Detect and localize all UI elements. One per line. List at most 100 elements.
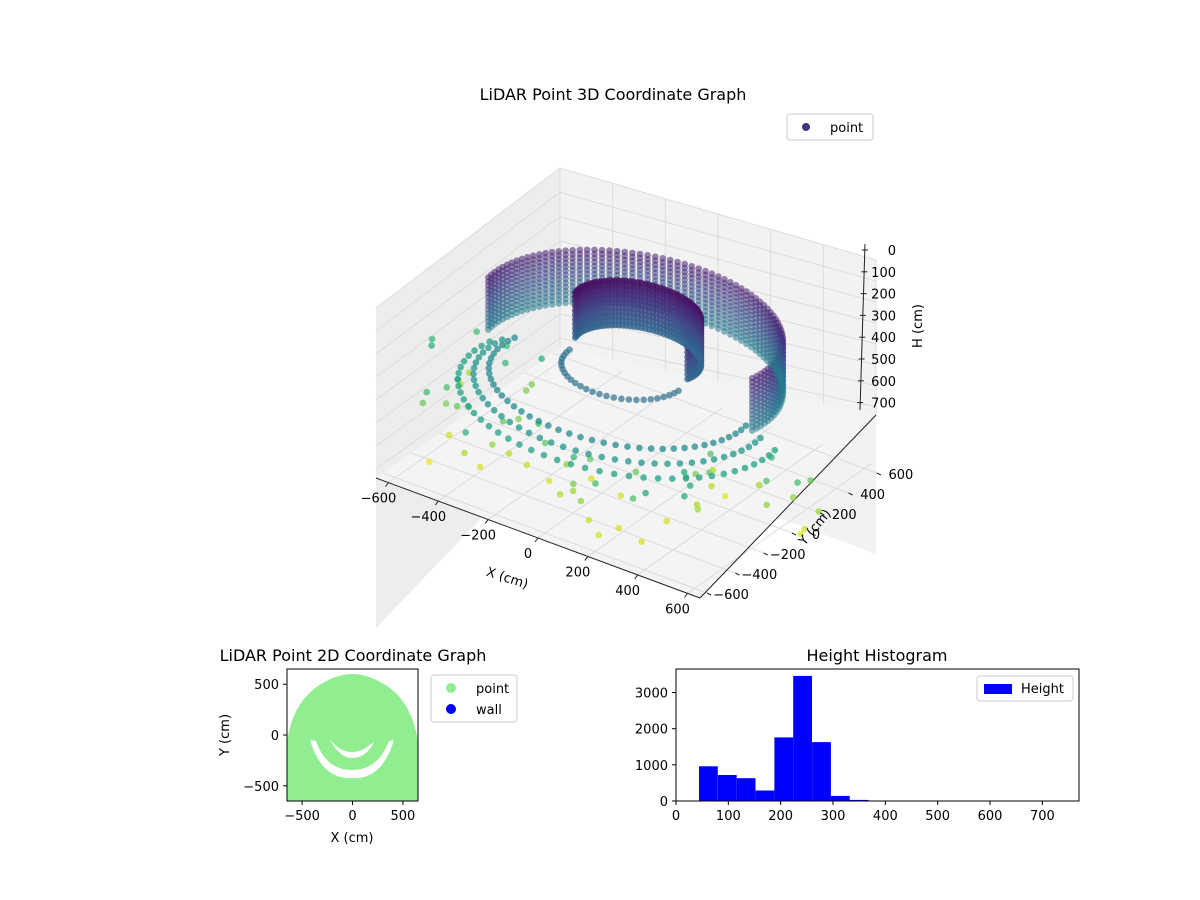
point-3d-94 <box>612 441 619 449</box>
point-3d-120 <box>479 394 487 402</box>
point-3d-689 <box>708 322 716 330</box>
point-3d-174 <box>640 474 647 481</box>
point-3d-76 <box>486 359 493 367</box>
point-3d-156 <box>455 382 462 390</box>
points-3d <box>419 246 822 545</box>
point-3d-213 <box>675 387 682 395</box>
point-3d-206 <box>633 396 640 404</box>
point-3d-79 <box>487 375 495 383</box>
point-3d-49 <box>807 477 814 484</box>
point-3d-169 <box>567 460 575 468</box>
point-3d-137 <box>664 460 671 468</box>
point-3d-144 <box>738 447 745 455</box>
point-3d-28 <box>502 359 509 367</box>
point-3d-19 <box>499 418 507 425</box>
point-3d-158 <box>460 396 468 403</box>
point-3d-93 <box>600 439 607 447</box>
point-3d-87 <box>535 417 542 425</box>
point-3d-15 <box>570 453 578 461</box>
point-3d-153 <box>457 363 465 371</box>
hist-x-tick-label-6: 600 <box>978 809 1003 824</box>
x-tick-3d-6 <box>684 593 688 598</box>
point-3d-661 <box>721 328 728 335</box>
hist-x-tick-label-3: 300 <box>821 809 846 824</box>
point-3d-106 <box>732 430 739 438</box>
point-3d-32 <box>801 525 808 533</box>
plot-frame-histogram <box>675 668 1080 802</box>
wall-gap-2d <box>310 740 394 779</box>
histogram-bar-7 <box>830 795 850 801</box>
point-3d-983 <box>555 300 563 307</box>
y-tick-label-3d-6: 600 <box>889 468 914 483</box>
point-3d-98 <box>659 445 666 453</box>
y-tick-label-2d-1: 0 <box>271 729 279 744</box>
point-3d-209 <box>654 395 661 402</box>
point-3d-166 <box>528 446 535 454</box>
histogram-bar-4 <box>774 737 794 801</box>
point-3d-101 <box>691 443 699 451</box>
legend-2d-marker-point <box>446 683 456 693</box>
point-3d-176 <box>669 475 676 483</box>
point-3d-14 <box>522 387 530 394</box>
point-3d-17 <box>476 463 484 471</box>
point-3d-121 <box>484 400 492 408</box>
grid-3d-z-line-3 <box>375 240 877 378</box>
point-3d-43 <box>515 415 522 423</box>
point-3d-1179 <box>485 326 492 333</box>
x-axis-label-2d: X (cm) <box>331 831 374 846</box>
point-3d-168 <box>553 456 561 464</box>
chart-2d: LiDAR Point 2D Coordinate Graph −500 0 500… <box>218 646 518 846</box>
grid-3d-y-line-6 <box>552 352 878 474</box>
point-3d-112 <box>479 349 487 356</box>
point-3d-3 <box>577 497 585 505</box>
point-3d-173 <box>625 472 633 480</box>
point-3d-202 <box>603 392 610 400</box>
point-3d-181 <box>731 467 739 475</box>
point-3d-131 <box>585 450 592 458</box>
chart-2d-title: LiDAR Point 2D Coordinate Graph <box>220 646 487 665</box>
point-3d-160 <box>470 409 478 417</box>
point-3d-26 <box>505 450 513 457</box>
point-3d-117 <box>470 376 478 384</box>
point-3d-1025 <box>536 303 543 310</box>
hist-x-tick-label-0: 0 <box>672 809 680 824</box>
point-3d-20 <box>489 441 496 448</box>
point-3d-147 <box>757 434 764 442</box>
point-3d-133 <box>611 456 619 463</box>
x-tick-3d-4 <box>584 556 589 561</box>
point-3d-163 <box>494 429 502 436</box>
legend-histogram-label: Height <box>1021 682 1064 697</box>
legend-3d-label: point <box>830 121 863 136</box>
point-3d-122 <box>490 407 498 414</box>
grid-3d-z-line-2 <box>375 216 877 355</box>
point-3d-45 <box>680 468 688 476</box>
point-3d-178 <box>696 474 703 481</box>
y-tick-label-3d-4: 200 <box>832 508 857 523</box>
point-3d-38 <box>462 429 470 436</box>
point-3d-65 <box>453 402 461 410</box>
point-3d-47 <box>681 493 688 500</box>
point-3d-68 <box>709 466 717 474</box>
point-3d-109 <box>498 336 506 344</box>
point-3d-619 <box>738 337 745 344</box>
point-3d-134 <box>625 458 632 465</box>
histogram-bar-3 <box>755 790 775 801</box>
y-axis-line <box>699 414 877 599</box>
point-3d-21 <box>419 399 427 407</box>
z-tick-label-3d-3: 300 <box>871 309 896 324</box>
point-3d-64 <box>443 384 451 391</box>
point-3d-118 <box>472 382 480 390</box>
z-tick-label-3d-7: 700 <box>871 397 896 412</box>
point-3d-138 <box>676 460 684 467</box>
point-3d-185 <box>765 452 773 459</box>
legend-2d-label-wall: wall <box>476 703 502 718</box>
point-3d-107 <box>737 426 745 434</box>
hist-x-tick-label-1: 100 <box>716 809 741 824</box>
y-tick-3d-3 <box>791 532 797 536</box>
point-3d-72 <box>499 341 506 349</box>
point-3d-175 <box>654 475 662 482</box>
legend-2d-label-point: point <box>476 682 509 697</box>
hist-y-tick-label-1: 1000 <box>635 759 668 774</box>
point-3d-103 <box>710 439 717 447</box>
